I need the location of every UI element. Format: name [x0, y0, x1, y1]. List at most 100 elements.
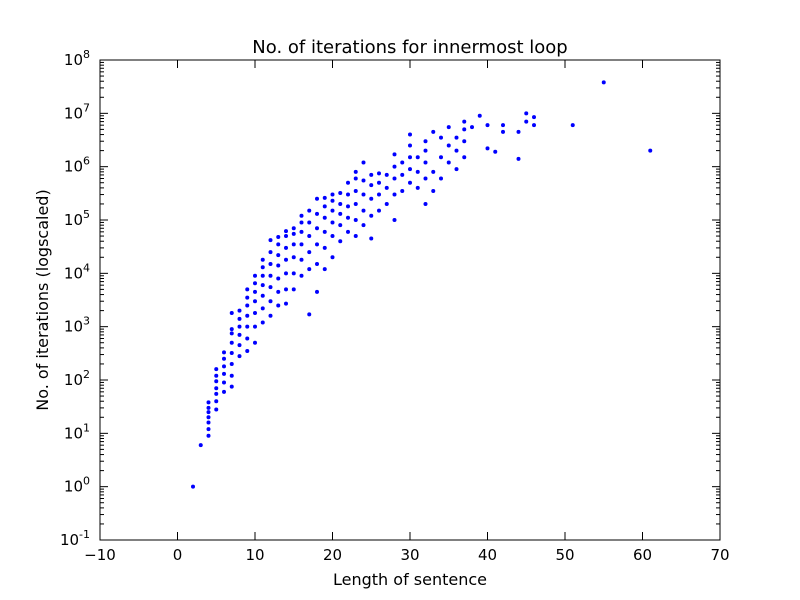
data-point [245, 336, 250, 341]
data-point [446, 160, 451, 165]
data-point [415, 185, 420, 190]
data-point [369, 236, 374, 241]
data-point [253, 299, 257, 304]
data-point [245, 295, 250, 300]
data-point [214, 386, 219, 391]
data-point [524, 111, 529, 116]
data-point [353, 201, 358, 206]
data-point [353, 234, 358, 239]
y-tick-label: 104 [64, 261, 90, 282]
data-point [268, 313, 273, 318]
data-point [392, 164, 397, 169]
data-point [237, 308, 242, 313]
data-point [268, 273, 273, 278]
x-tick-label: 50 [555, 546, 574, 564]
data-point [361, 223, 366, 228]
y-tick-label: 107 [64, 101, 90, 122]
data-point [315, 261, 319, 266]
data-point [307, 234, 312, 239]
data-point [253, 324, 257, 329]
data-point [206, 420, 211, 425]
data-point [477, 113, 482, 118]
data-point [299, 257, 304, 262]
data-point [237, 324, 242, 329]
data-point [229, 311, 234, 316]
data-point [291, 242, 296, 247]
data-point [377, 208, 381, 213]
tick-layer: −10 0 10 20 30 40 50 60 70 10-1 100 101 102 103 104 105… [60, 48, 730, 564]
chart-title: No. of iterations for innermost loop [252, 37, 567, 58]
data-point [299, 273, 304, 278]
data-point [307, 208, 312, 213]
data-point [330, 255, 335, 260]
data-point [291, 231, 296, 236]
data-point [222, 350, 226, 355]
data-point [408, 155, 412, 160]
data-point [462, 139, 467, 144]
data-point [346, 204, 350, 209]
data-point [501, 123, 505, 128]
data-point [431, 188, 436, 193]
data-point [346, 229, 350, 234]
data-point [346, 180, 350, 185]
data-point [601, 80, 606, 85]
data-point [315, 196, 319, 201]
data-point [361, 192, 366, 197]
data-point [253, 311, 257, 316]
data-point [338, 239, 343, 244]
data-point [439, 135, 443, 140]
data-point [268, 285, 273, 290]
data-point [237, 316, 242, 321]
data-point [400, 160, 405, 165]
data-point [532, 115, 536, 120]
data-point [229, 327, 234, 332]
data-point [299, 242, 304, 247]
data-point [229, 340, 234, 345]
data-point [431, 129, 436, 134]
data-point [260, 306, 265, 311]
data-point [501, 129, 505, 134]
data-point [260, 265, 265, 270]
data-point [260, 273, 265, 278]
data-point [400, 172, 405, 177]
data-point [276, 276, 281, 281]
data-point [245, 313, 250, 318]
y-tick-label: 100 [64, 475, 90, 496]
data-point [338, 223, 343, 228]
data-point [237, 332, 242, 337]
data-point [338, 201, 343, 206]
data-point [214, 399, 219, 404]
data-point [423, 160, 428, 165]
data-point [369, 213, 374, 218]
data-point [446, 143, 451, 148]
data-point [322, 215, 327, 220]
data-point [253, 289, 257, 294]
data-point [454, 135, 459, 140]
data-point [260, 283, 265, 288]
data-points [191, 80, 653, 489]
data-point [493, 149, 498, 154]
data-point [431, 169, 436, 174]
data-point [284, 287, 288, 292]
data-point [276, 253, 281, 258]
data-point [206, 410, 211, 415]
data-point [524, 119, 529, 124]
data-point [408, 167, 412, 172]
data-point [276, 289, 281, 294]
data-point [315, 211, 319, 216]
data-point [268, 250, 273, 255]
data-point [369, 183, 374, 188]
data-point [330, 198, 335, 203]
data-point [198, 443, 203, 448]
data-point [206, 405, 211, 410]
data-point [361, 160, 366, 165]
data-point [268, 299, 273, 304]
x-tick-label: 0 [173, 546, 183, 564]
data-point [369, 172, 374, 177]
data-point [253, 273, 257, 278]
data-point [330, 208, 335, 213]
data-point [392, 192, 397, 197]
data-point [214, 391, 219, 396]
data-point [276, 242, 281, 247]
data-point [307, 267, 312, 272]
